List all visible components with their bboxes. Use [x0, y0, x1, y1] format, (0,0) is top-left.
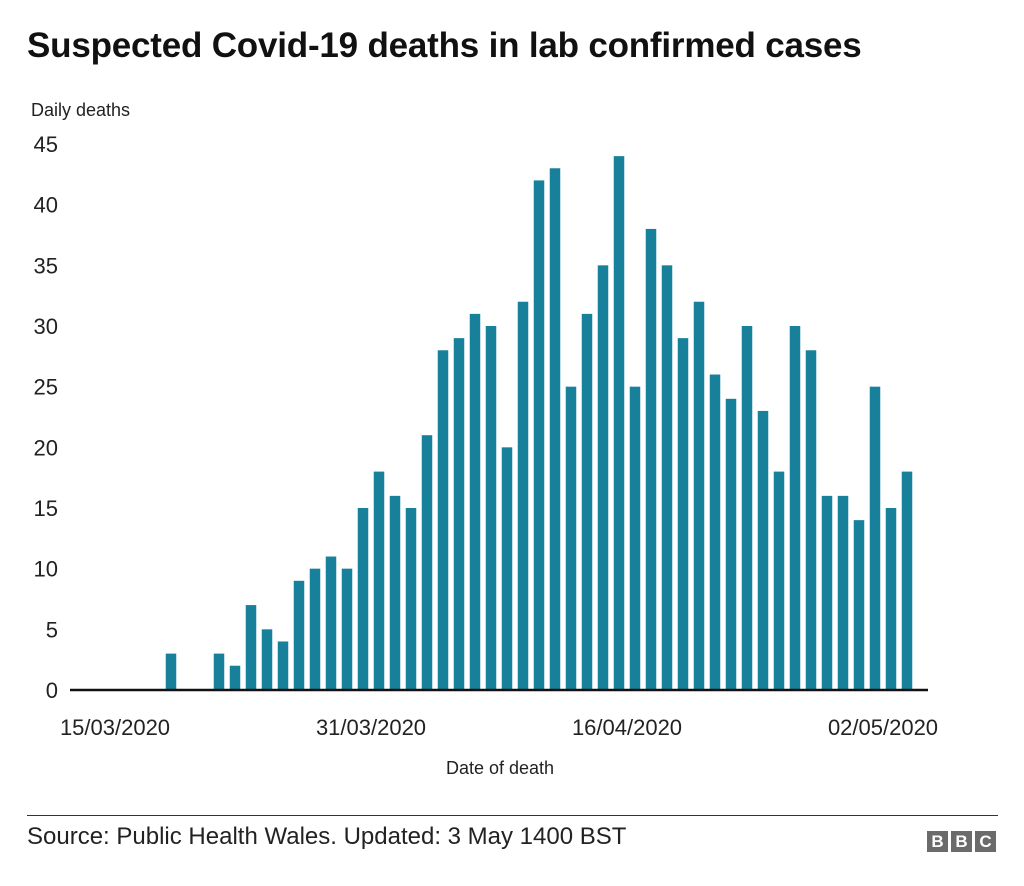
bar: [357, 508, 369, 690]
bar: [565, 386, 577, 690]
y-tick-label: 0: [46, 678, 58, 703]
x-tick-label: 02/05/2020: [828, 715, 938, 740]
y-tick-label: 40: [34, 193, 58, 218]
bar: [645, 228, 657, 690]
y-tick-label: 5: [46, 617, 58, 642]
bar: [373, 471, 385, 690]
bar: [341, 568, 353, 690]
bbc-logo-letter: B: [927, 831, 948, 852]
bar: [549, 168, 561, 690]
bar: [437, 350, 449, 690]
bar: [741, 326, 753, 690]
bar: [213, 653, 225, 690]
bar: [725, 398, 737, 690]
bar: [821, 495, 833, 690]
bar: [805, 350, 817, 690]
bar: [245, 605, 257, 690]
bar: [325, 556, 337, 690]
bar: [789, 326, 801, 690]
x-tick-label: 16/04/2020: [572, 715, 682, 740]
bar: [485, 326, 497, 690]
y-tick-label: 30: [34, 314, 58, 339]
bar: [293, 580, 305, 690]
bar: [165, 653, 177, 690]
bar: [453, 338, 465, 690]
bar: [661, 265, 673, 690]
bar-chart: Daily deaths 0 5 10 15 20 25 30 35 40 45 15/03/20…: [31, 100, 938, 778]
bbc-logo-letter: C: [975, 831, 996, 852]
bar: [837, 495, 849, 690]
x-tick-label: 15/03/2020: [60, 715, 170, 740]
bar: [229, 665, 241, 690]
y-axis-label: Daily deaths: [31, 100, 130, 120]
bar: [757, 410, 769, 690]
bar: [517, 301, 529, 690]
chart-title: Suspected Covid-19 deaths in lab confirm…: [27, 26, 862, 65]
y-tick-label: 35: [34, 253, 58, 278]
bar: [773, 471, 785, 690]
bar: [693, 301, 705, 690]
footer-divider: [27, 815, 998, 816]
bar: [613, 156, 625, 691]
bbc-logo: B B C: [927, 831, 996, 852]
bar: [885, 508, 897, 690]
y-tick-label: 20: [34, 435, 58, 460]
bar: [869, 386, 881, 690]
bar: [581, 313, 593, 690]
bar: [501, 447, 513, 690]
y-tick-label: 10: [34, 557, 58, 582]
y-tick-label: 45: [34, 132, 58, 157]
y-tick-label: 15: [34, 496, 58, 521]
bar: [261, 629, 273, 690]
bar: [853, 520, 865, 690]
bar: [389, 495, 401, 690]
bar: [421, 435, 433, 690]
bar: [309, 568, 321, 690]
bars: [165, 156, 913, 691]
bbc-logo-letter: B: [951, 831, 972, 852]
bar: [901, 471, 913, 690]
source-note: Source: Public Health Wales. Updated: 3 …: [27, 823, 627, 850]
y-axis-ticks: 0 5 10 15 20 25 30 35 40 45: [34, 132, 58, 703]
bar: [533, 180, 545, 690]
x-tick-label: 31/03/2020: [316, 715, 426, 740]
x-axis-ticks: 15/03/2020 31/03/2020 16/04/2020 02/05/2020: [60, 715, 938, 740]
bar: [677, 338, 689, 690]
bar: [405, 508, 417, 690]
x-axis-label: Date of death: [446, 758, 554, 778]
y-tick-label: 25: [34, 375, 58, 400]
bar: [709, 374, 721, 690]
bar: [277, 641, 289, 690]
bar: [597, 265, 609, 690]
bar: [629, 386, 641, 690]
bar: [469, 313, 481, 690]
